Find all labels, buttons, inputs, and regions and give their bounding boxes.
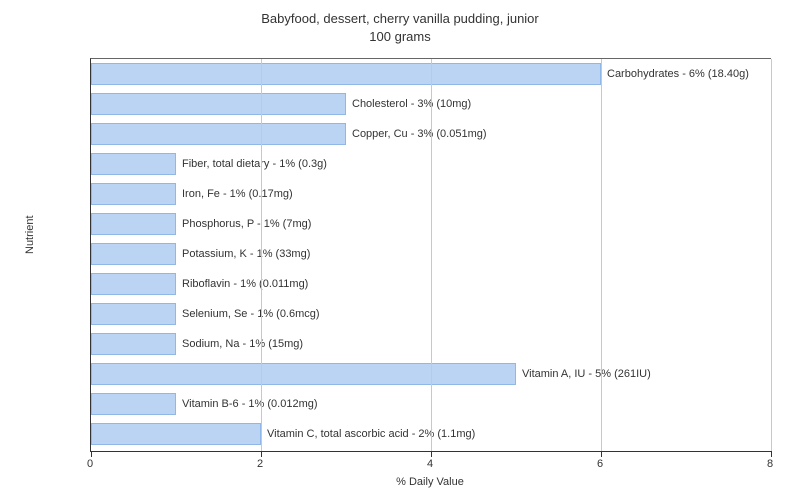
gridline: [601, 59, 602, 451]
chart-title: Babyfood, dessert, cherry vanilla puddin…: [0, 10, 800, 45]
bar: [91, 93, 346, 115]
x-tick-label: 2: [257, 458, 263, 470]
bar-label: Fiber, total dietary - 1% (0.3g): [176, 153, 327, 175]
bar-label: Copper, Cu - 3% (0.051mg): [346, 123, 487, 145]
bar-label: Vitamin C, total ascorbic acid - 2% (1.1…: [261, 423, 475, 445]
bar: [91, 153, 176, 175]
chart-title-line2: 100 grams: [369, 29, 430, 44]
bar-label: Selenium, Se - 1% (0.6mcg): [176, 303, 320, 325]
bar: [91, 63, 601, 85]
plot-area: Carbohydrates - 6% (18.40g) Cholesterol -…: [90, 58, 771, 452]
nutrient-bar-chart: Babyfood, dessert, cherry vanilla puddin…: [0, 0, 800, 500]
bar-label: Vitamin B-6 - 1% (0.012mg): [176, 393, 318, 415]
x-tick-label: 0: [87, 458, 93, 470]
x-tick: [261, 451, 262, 457]
gridline: [431, 59, 432, 451]
x-tick-label: 8: [767, 458, 773, 470]
bar: [91, 213, 176, 235]
x-tick: [91, 451, 92, 457]
bar-label: Phosphorus, P - 1% (7mg): [176, 213, 311, 235]
bar: [91, 243, 176, 265]
bar: [91, 363, 516, 385]
bar-label: Vitamin A, IU - 5% (261IU): [516, 363, 651, 385]
bar: [91, 183, 176, 205]
x-axis-label: % Daily Value: [90, 476, 770, 488]
y-axis-label: Nutrient: [24, 215, 36, 254]
bar: [91, 423, 261, 445]
bar: [91, 303, 176, 325]
bar: [91, 333, 176, 355]
x-tick: [601, 451, 602, 457]
bar-label: Cholesterol - 3% (10mg): [346, 93, 471, 115]
x-tick: [431, 451, 432, 457]
chart-title-line1: Babyfood, dessert, cherry vanilla puddin…: [261, 11, 539, 26]
bar: [91, 393, 176, 415]
bar: [91, 273, 176, 295]
bar-label: Carbohydrates - 6% (18.40g): [601, 63, 749, 85]
x-tick-label: 4: [427, 458, 433, 470]
bar: [91, 123, 346, 145]
bar-label: Iron, Fe - 1% (0.17mg): [176, 183, 293, 205]
gridline: [261, 59, 262, 451]
gridline: [771, 59, 772, 451]
bar-label: Potassium, K - 1% (33mg): [176, 243, 310, 265]
x-tick-label: 6: [597, 458, 603, 470]
bar-label: Riboflavin - 1% (0.011mg): [176, 273, 308, 295]
bar-label: Sodium, Na - 1% (15mg): [176, 333, 303, 355]
x-tick: [771, 451, 772, 457]
